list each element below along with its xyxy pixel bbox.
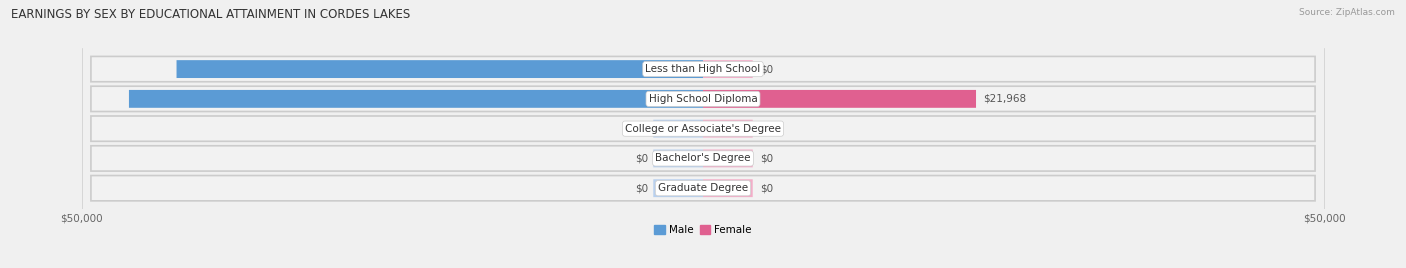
Text: $42,361: $42,361 [676, 64, 724, 74]
FancyBboxPatch shape [654, 120, 703, 137]
FancyBboxPatch shape [91, 86, 1315, 111]
FancyBboxPatch shape [703, 90, 976, 108]
FancyBboxPatch shape [703, 179, 752, 197]
FancyBboxPatch shape [654, 179, 703, 197]
Text: $0: $0 [761, 124, 773, 134]
Text: Less than High School: Less than High School [645, 64, 761, 74]
Text: High School Diploma: High School Diploma [648, 94, 758, 104]
Text: $0: $0 [761, 153, 773, 163]
FancyBboxPatch shape [703, 120, 752, 137]
FancyBboxPatch shape [91, 116, 1315, 141]
FancyBboxPatch shape [654, 150, 703, 167]
FancyBboxPatch shape [91, 57, 1315, 82]
Text: $0: $0 [761, 183, 773, 193]
FancyBboxPatch shape [91, 176, 1315, 201]
FancyBboxPatch shape [703, 60, 752, 78]
Text: Source: ZipAtlas.com: Source: ZipAtlas.com [1299, 8, 1395, 17]
FancyBboxPatch shape [703, 150, 752, 167]
Text: $0: $0 [761, 64, 773, 74]
Text: Graduate Degree: Graduate Degree [658, 183, 748, 193]
Text: EARNINGS BY SEX BY EDUCATIONAL ATTAINMENT IN CORDES LAKES: EARNINGS BY SEX BY EDUCATIONAL ATTAINMEN… [11, 8, 411, 21]
Text: $21,968: $21,968 [983, 94, 1026, 104]
FancyBboxPatch shape [177, 60, 703, 78]
Legend: Male, Female: Male, Female [650, 221, 756, 239]
Text: $0: $0 [636, 183, 648, 193]
FancyBboxPatch shape [91, 146, 1315, 171]
FancyBboxPatch shape [129, 90, 703, 108]
Text: $0: $0 [636, 124, 648, 134]
Text: College or Associate's Degree: College or Associate's Degree [626, 124, 780, 134]
Text: $0: $0 [636, 153, 648, 163]
Text: $46,190: $46,190 [675, 94, 721, 104]
Text: Bachelor's Degree: Bachelor's Degree [655, 153, 751, 163]
